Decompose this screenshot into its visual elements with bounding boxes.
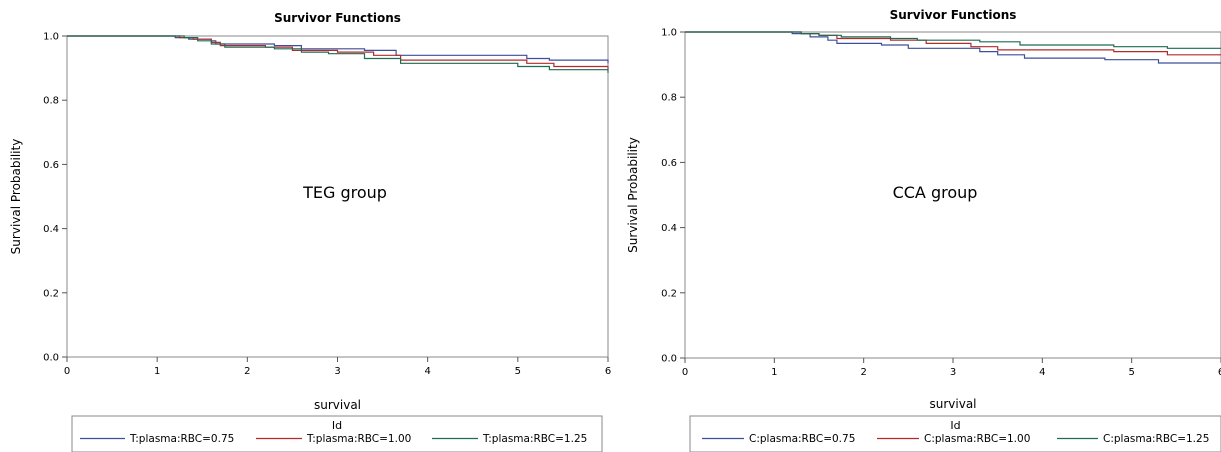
y-tick-label: 0.6 xyxy=(43,160,59,171)
x-axis-label: survival xyxy=(314,398,361,412)
x-tick-label: 4 xyxy=(1039,367,1045,378)
survival-curve-1 xyxy=(685,31,1221,64)
y-tick-label: 1.0 xyxy=(661,28,677,39)
y-tick-label: 0.0 xyxy=(661,354,677,365)
x-tick-label: 0 xyxy=(64,366,70,377)
x-tick-label: 5 xyxy=(515,366,521,377)
legend-entry: T:plasma:RBC=0.75 xyxy=(129,433,234,445)
y-axis-label: Survival Probability xyxy=(9,139,23,255)
y-tick-label: 0.0 xyxy=(43,353,59,364)
legend-title: Id xyxy=(950,419,960,432)
legend-box xyxy=(689,415,1221,452)
survival-curve-2 xyxy=(67,35,609,70)
y-tick-label: 0.2 xyxy=(661,288,677,299)
legend-entry: T:plasma:RBC=1.25 xyxy=(482,433,587,445)
legend-entry: T:plasma:RBC=1.00 xyxy=(306,433,411,445)
x-tick-label: 1 xyxy=(154,366,160,377)
x-tick-label: 2 xyxy=(860,367,866,378)
x-tick-label: 6 xyxy=(605,366,611,377)
y-tick-label: 0.4 xyxy=(661,223,677,234)
survival-curve-3 xyxy=(67,35,609,73)
x-tick-label: 3 xyxy=(334,366,340,377)
x-tick-label: 4 xyxy=(424,366,430,377)
group-annotation: TEG group xyxy=(302,183,387,202)
x-tick-label: 5 xyxy=(1128,367,1134,378)
y-tick-label: 1.0 xyxy=(43,32,59,43)
legend-title: Id xyxy=(332,419,342,432)
x-tick-label: 6 xyxy=(1218,367,1221,378)
x-tick-label: 3 xyxy=(950,367,956,378)
survival-curve-1 xyxy=(67,35,609,64)
y-tick-label: 0.8 xyxy=(661,93,677,104)
chart-panel-2: Survivor Functions 0.0 0.2 0.4 0.6 0.8 1.0 0 1 2 3… xyxy=(626,8,1221,452)
chart-title: Survivor Functions xyxy=(274,11,401,25)
legend-box xyxy=(71,415,603,452)
x-tick-label: 2 xyxy=(244,366,250,377)
chart-title: Survivor Functions xyxy=(890,8,1017,22)
y-tick-label: 0.4 xyxy=(43,224,59,235)
survival-curve-2 xyxy=(685,31,1221,56)
x-tick-label: 1 xyxy=(771,367,777,378)
group-annotation: CCA group xyxy=(893,183,978,202)
legend: Id T:plasma:RBC=0.75 T:plasma:RBC=1.00 T:pl… xyxy=(71,415,603,452)
x-axis-label: survival xyxy=(929,397,976,411)
y-tick-label: 0.2 xyxy=(43,288,59,299)
legend-entry: C:plasma:RBC=0.75 xyxy=(749,433,855,445)
chart-panel-1: Survivor Functions 0.0 0.2 0.4 0.6 0.8 1.0 0 1 2 3… xyxy=(9,11,611,452)
legend-entry: C:plasma:RBC=1.00 xyxy=(924,433,1030,445)
x-tick-label: 0 xyxy=(682,367,688,378)
y-tick-label: 0.6 xyxy=(661,158,677,169)
y-tick-label: 0.8 xyxy=(43,96,59,107)
survival-curve-3 xyxy=(685,31,1221,49)
y-axis-label: Survival Probability xyxy=(626,137,640,253)
legend-entry: C:plasma:RBC=1.25 xyxy=(1103,433,1209,445)
legend: Id C:plasma:RBC=0.75 C:plasma:RBC=1.00 C:pl… xyxy=(689,415,1221,452)
